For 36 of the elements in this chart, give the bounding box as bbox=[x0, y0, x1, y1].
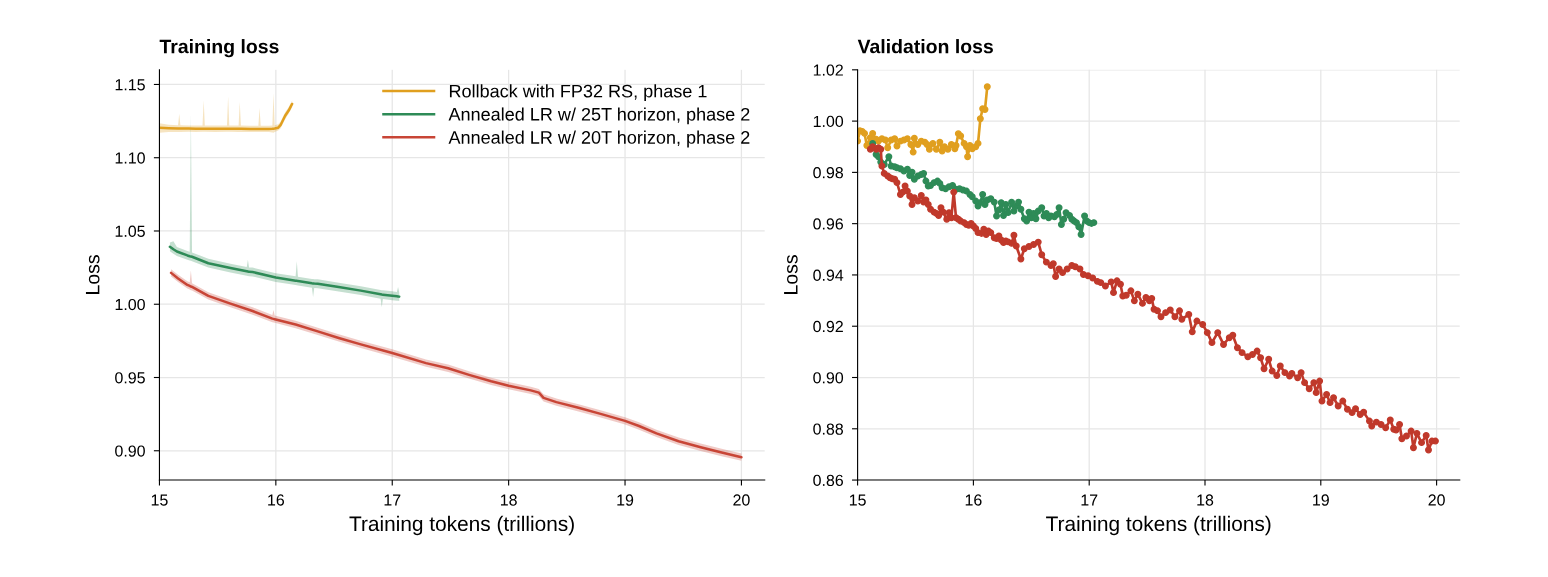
x-axis-title: Training tokens (trillions) bbox=[1046, 515, 1271, 536]
y-tick-label: 0.96 bbox=[813, 218, 843, 230]
legend-label: Annealed LR w/ 20T horizon, phase 2 bbox=[448, 130, 750, 148]
y-tick-label: 1.00 bbox=[813, 115, 844, 128]
y-tick-label: 0.92 bbox=[813, 320, 843, 333]
x-tick-label: 15 bbox=[151, 494, 168, 506]
y-tick-label: 0.98 bbox=[813, 167, 844, 179]
y-tick-label: 0.95 bbox=[115, 372, 145, 384]
chart-title: Validation loss bbox=[857, 39, 993, 54]
y-tick-label: 0.90 bbox=[813, 372, 844, 384]
x-tick-label: 19 bbox=[617, 494, 634, 506]
y-tick-label: 0.90 bbox=[115, 445, 145, 457]
legend-label: Annealed LR w/ 25T horizon, phase 2 bbox=[448, 107, 750, 125]
y-tick-label: 1.10 bbox=[115, 152, 145, 164]
y-tick-label: 1.00 bbox=[115, 298, 145, 311]
y-tick-label: 1.05 bbox=[115, 225, 145, 237]
y-tick-label: 0.88 bbox=[813, 423, 844, 435]
legend-label: Rollback with FP32 RS, phase 1 bbox=[449, 84, 707, 102]
x-tick-label: 17 bbox=[1081, 494, 1098, 506]
y-tick-label: 1.15 bbox=[115, 79, 145, 91]
chart-title: Training loss bbox=[159, 39, 279, 58]
x-tick-label: 17 bbox=[384, 494, 401, 506]
y-tick-label: 0.86 bbox=[813, 474, 843, 487]
x-tick-label: 18 bbox=[500, 494, 517, 506]
y-axis-title: Loss bbox=[784, 255, 798, 294]
y-tick-label: 1.02 bbox=[813, 64, 843, 76]
y-tick-label: 0.94 bbox=[813, 269, 844, 281]
x-tick-label: 16 bbox=[965, 494, 982, 506]
x-tick-label: 15 bbox=[849, 494, 866, 506]
x-tick-label: 16 bbox=[268, 494, 285, 506]
x-axis-title: Training tokens (trillions) bbox=[349, 515, 574, 536]
x-tick-label: 20 bbox=[1428, 494, 1445, 506]
x-tick-label: 20 bbox=[733, 494, 750, 506]
x-tick-label: 18 bbox=[1197, 494, 1214, 506]
x-tick-label: 19 bbox=[1313, 494, 1329, 506]
y-axis-title: Loss bbox=[85, 255, 100, 294]
